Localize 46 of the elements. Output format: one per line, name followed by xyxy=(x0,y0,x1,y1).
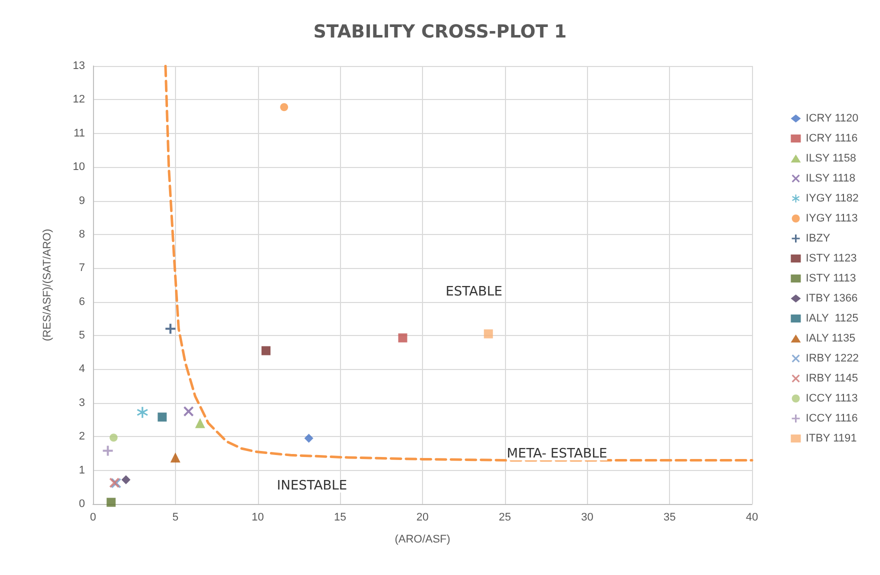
legend-label: ILSY 1118 xyxy=(806,172,856,184)
legend-label: IRBY 1222 xyxy=(806,352,859,364)
legend-label: IYGY 1182 xyxy=(806,192,859,204)
legend-label: ISTY 1123 xyxy=(806,252,857,264)
y-tick-label: 12 xyxy=(72,94,85,106)
legend-label: ICRY 1116 xyxy=(806,132,858,144)
y-tick-label: 8 xyxy=(78,228,85,240)
x-tick-label: 20 xyxy=(416,512,429,524)
annotation: META- ESTABLE xyxy=(506,446,608,462)
legend-label: IBZY xyxy=(806,232,831,244)
annotation: INESTABLE xyxy=(276,478,348,494)
legend-label: IYGY 1113 xyxy=(806,212,858,224)
y-tick-label: 5 xyxy=(78,330,85,342)
x-axis-title: (ARO/ASF) xyxy=(394,534,450,546)
y-tick-label: 1 xyxy=(78,464,85,476)
legend-label: IALY 1125 xyxy=(806,312,858,324)
x-tick-label: 30 xyxy=(581,512,594,524)
y-tick-label: 4 xyxy=(78,363,85,376)
x-tick-label: 10 xyxy=(252,512,264,524)
x-tick-label: 0 xyxy=(90,512,96,524)
legend-label: ICCY 1113 xyxy=(806,392,858,404)
legend-label: ILSY 1158 xyxy=(806,152,856,164)
y-tick-label: 3 xyxy=(78,396,85,409)
x-tick-label: 35 xyxy=(664,512,676,524)
legend-label: IALY 1135 xyxy=(806,332,856,344)
y-tick-label: 11 xyxy=(74,127,85,140)
annotation: ESTABLE xyxy=(446,284,502,300)
y-axis-title: (RES/ASF)/(SAT/ARO) xyxy=(42,228,54,342)
legend-label: ISTY 1113 xyxy=(806,272,856,284)
y-tick-label: 6 xyxy=(78,296,85,308)
legend-label: IRBY 1145 xyxy=(806,372,858,384)
y-tick-label: 7 xyxy=(78,262,85,274)
x-tick-label: 15 xyxy=(334,512,346,524)
chart-title: STABILITY CROSS-PLOT 1 xyxy=(313,22,567,42)
y-tick-label: 9 xyxy=(78,194,85,207)
y-tick-label: 2 xyxy=(78,430,85,443)
legend-label: ITBY 1191 xyxy=(806,432,857,444)
x-tick-label: 25 xyxy=(498,512,511,524)
y-tick-label: 0 xyxy=(78,498,85,510)
y-tick-label: 10 xyxy=(72,161,85,174)
legend-label: ICRY 1120 xyxy=(806,112,858,124)
y-tick-label: 13 xyxy=(72,60,85,72)
legend-label: ITBY 1366 xyxy=(806,292,858,304)
x-tick-label: 5 xyxy=(172,512,178,524)
x-tick-label: 40 xyxy=(746,512,758,524)
legend-label: ICCY 1116 xyxy=(806,412,858,424)
